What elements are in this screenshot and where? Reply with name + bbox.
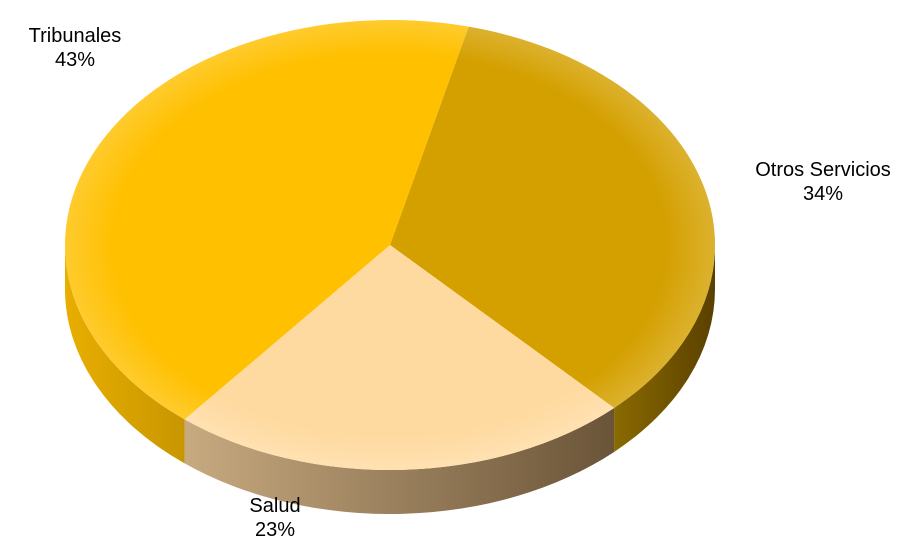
slice-label-salud: Salud 23% — [225, 494, 325, 542]
slice-name: Salud — [249, 495, 301, 517]
pie-slice-side-otros-servicios — [614, 245, 715, 452]
pie-slice-side-salud — [184, 407, 615, 514]
slice-name: Tribunales — [28, 25, 122, 47]
slice-name: Otros Servicios — [755, 159, 891, 181]
slice-percent: 34% — [802, 183, 844, 205]
pie-rim-highlight — [65, 20, 715, 470]
slice-percent: 43% — [54, 49, 96, 71]
slice-label-tribunales: Tribunales 43% — [0, 24, 150, 72]
pie-slice-side-tribunales — [65, 245, 185, 464]
slice-percent: 23% — [254, 519, 296, 541]
slice-label-otros-servicios: Otros Servicios 34% — [728, 158, 918, 206]
